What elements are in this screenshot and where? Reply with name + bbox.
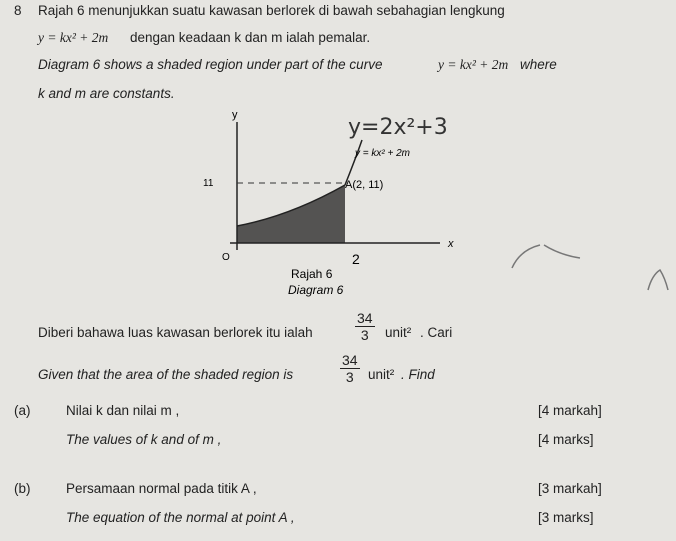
pencil-marks	[647, 268, 669, 291]
caption-en: Diagram 6	[288, 283, 344, 297]
marks-en: [3 marks]	[538, 510, 594, 525]
part-en: The values of k and of m ,	[66, 432, 222, 447]
fraction: 34 3	[355, 310, 375, 343]
unit: unit²	[385, 325, 412, 340]
x-value-label: 2	[352, 251, 360, 267]
intro-en-line: Diagram 6 shows a shaded region under pa…	[38, 57, 383, 72]
given-en: Given that the area of the shaded region…	[38, 367, 294, 382]
part-ms: Nilai k dan nilai m ,	[66, 403, 180, 418]
marks-en: [4 marks]	[538, 432, 594, 447]
numerator: 34	[340, 352, 360, 369]
handwritten-note: y=2x²+3	[348, 115, 448, 140]
part-en: The equation of the normal at point A ,	[66, 510, 295, 525]
axis-label: x	[447, 238, 454, 250]
intro-ms-line: dengan keadaan k dan m ialah pemalar.	[130, 30, 371, 45]
part-label: (b)	[14, 481, 31, 496]
point-label: A(2, 11)	[345, 179, 383, 191]
part-label: (a)	[14, 403, 31, 418]
curve	[236, 139, 363, 227]
equation: y = kx² + 2m	[38, 30, 109, 45]
intro-en-line: where	[520, 57, 557, 72]
marks-ms: [4 markah]	[538, 403, 602, 418]
intro-ms-line: Rajah 6 menunjukkan suatu kawasan berlor…	[38, 3, 505, 18]
denominator: 3	[345, 369, 354, 385]
given-ms: Diberi bahawa luas kawasan berlorek itu …	[38, 325, 313, 340]
diagram: y x O 11 2 A(2, 11) y = kx² + 2m y=2x²+3…	[203, 109, 669, 297]
marks-ms: [3 markah]	[538, 481, 602, 496]
unit: unit²	[368, 367, 395, 382]
given-en: . Find	[401, 367, 435, 382]
pencil-marks	[511, 244, 581, 269]
part-ms: Persamaan normal pada titik A ,	[66, 481, 257, 496]
curve-label: y = kx² + 2m	[354, 148, 410, 159]
numerator: 34	[355, 310, 375, 327]
origin-label: O	[222, 252, 230, 263]
equation: y = kx² + 2m	[438, 57, 509, 72]
denominator: 3	[360, 327, 369, 343]
question-number: 8	[14, 3, 22, 18]
y-value-label: 11	[203, 178, 214, 189]
given-ms: . Cari	[420, 325, 453, 340]
fraction: 34 3	[340, 352, 360, 385]
axis-label: y	[232, 109, 238, 121]
intro-en-line: k and m are constants.	[38, 86, 175, 101]
caption-ms: Rajah 6	[291, 267, 333, 281]
